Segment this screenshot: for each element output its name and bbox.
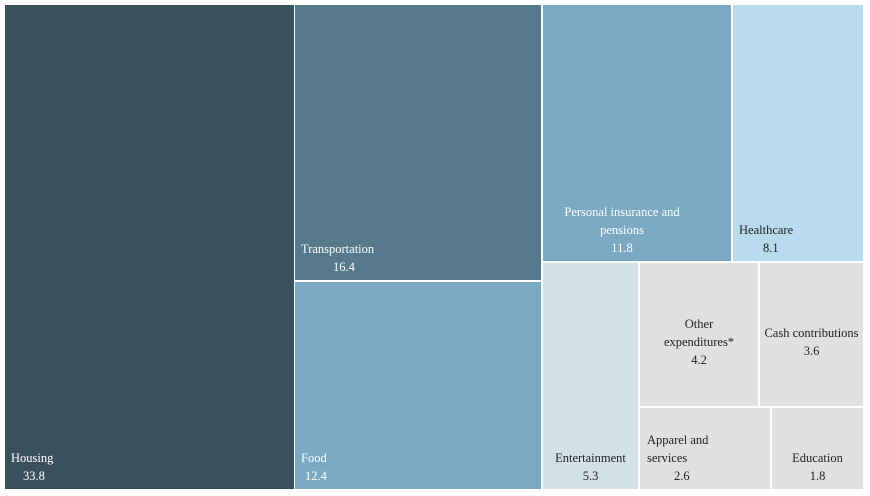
tile-food-value: 12.4 <box>305 469 327 483</box>
tile-personal-insurance-value: 11.8 <box>611 241 633 255</box>
tile-food-name: Food <box>301 451 327 465</box>
tile-transportation-value: 16.4 <box>333 260 355 274</box>
tile-food: Food 12.4 <box>295 282 541 489</box>
tile-other-expenditures: Other expenditures* 4.2 <box>640 263 758 406</box>
tile-food-label: Food 12.4 <box>301 449 327 485</box>
tile-transportation: Transportation 16.4 <box>295 5 541 280</box>
tile-entertainment-value: 5.3 <box>582 469 599 483</box>
tile-education: Education 1.8 <box>772 408 863 489</box>
tile-housing-label: Housing 33.8 <box>11 449 53 485</box>
tile-personal-insurance-label: Personal insurance and pensions 11.8 <box>543 203 731 257</box>
tile-housing: Housing 33.8 <box>5 5 294 489</box>
tile-education-value: 1.8 <box>809 469 826 483</box>
tile-transportation-label: Transportation 16.4 <box>301 240 374 276</box>
tile-apparel-name: Apparel and services <box>647 433 709 465</box>
tile-personal-insurance: Personal insurance and pensions 11.8 <box>543 5 731 261</box>
tile-apparel: Apparel and services 2.6 <box>640 408 770 489</box>
tile-education-label: Education 1.8 <box>772 449 863 485</box>
tile-personal-insurance-name: Personal insurance and pensions <box>564 205 680 237</box>
tile-entertainment-label: Entertainment 5.3 <box>543 449 638 485</box>
tile-apparel-label: Apparel and services 2.6 <box>647 431 770 485</box>
tile-cash-contributions-label: Cash contributions 3.6 <box>760 324 863 360</box>
tile-other-expenditures-label: Other expenditures* 4.2 <box>640 315 758 369</box>
tile-apparel-value: 2.6 <box>674 469 690 483</box>
tile-cash-contributions-value: 3.6 <box>803 344 820 358</box>
tile-entertainment: Entertainment 5.3 <box>543 263 638 489</box>
tile-cash-contributions-name: Cash contributions <box>764 326 859 340</box>
tile-healthcare-label: Healthcare 8.1 <box>739 221 793 257</box>
tile-housing-value: 33.8 <box>23 469 45 483</box>
tile-cash-contributions: Cash contributions 3.6 <box>760 263 863 406</box>
tile-education-name: Education <box>792 451 843 465</box>
tile-other-expenditures-name: Other expenditures* <box>663 317 735 349</box>
tile-healthcare: Healthcare 8.1 <box>733 5 863 261</box>
tile-housing-name: Housing <box>11 451 54 465</box>
tile-entertainment-name: Entertainment <box>555 451 626 465</box>
tile-transportation-name: Transportation <box>301 242 375 256</box>
tile-healthcare-name: Healthcare <box>739 223 794 237</box>
tile-healthcare-value: 8.1 <box>763 241 779 255</box>
tile-other-expenditures-value: 4.2 <box>691 353 707 367</box>
